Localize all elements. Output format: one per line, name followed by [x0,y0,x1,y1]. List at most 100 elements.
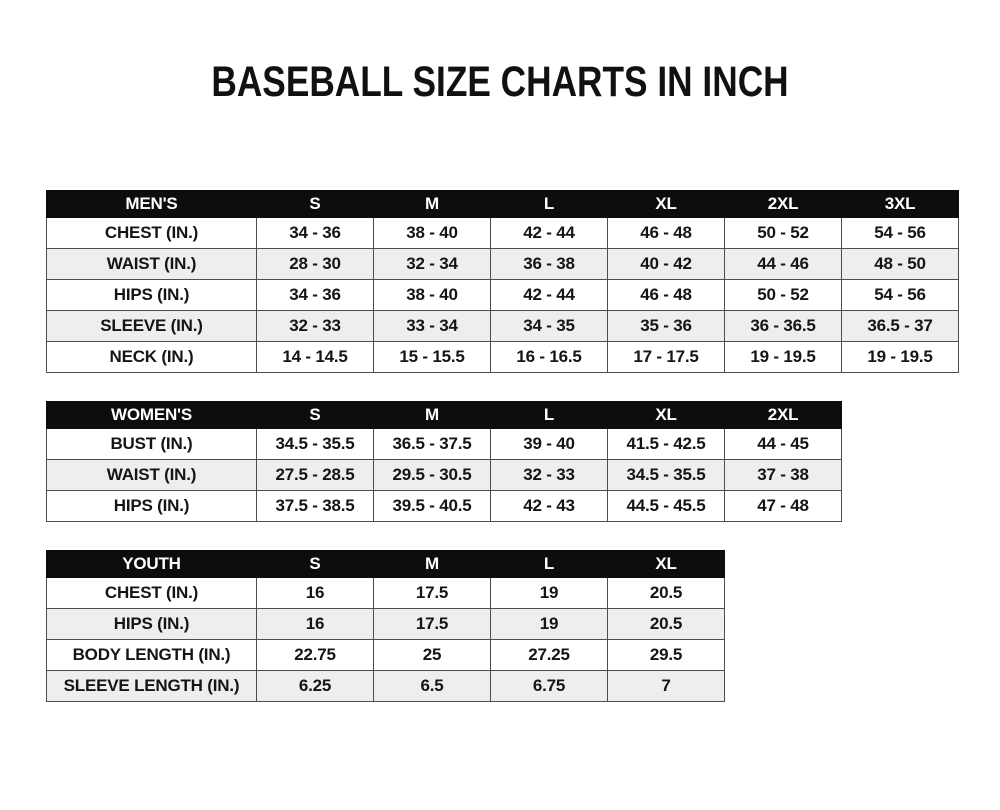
size-value-cell: 25 [373,639,491,671]
size-value-cell: 39 - 40 [490,428,608,460]
size-value-cell: 36 - 38 [490,248,608,280]
size-column-header: XL [607,190,725,218]
table-row: BODY LENGTH (IN.) 22.75 25 27.25 29.5 [46,639,725,671]
womens-size-table: WOMEN'S S M L XL 2XL BUST (IN.) 34.5 - 35.5 36.5… [46,401,842,522]
size-column-header: S [256,401,374,429]
size-value-cell: 37.5 - 38.5 [256,490,374,522]
size-value-cell: 16 [256,577,374,609]
size-value-cell: 47 - 48 [724,490,842,522]
page-title: BASEBALL SIZE CHARTS IN INCH [211,58,789,106]
size-column-header: 3XL [841,190,959,218]
table-row: HIPS (IN.) 34 - 36 38 - 40 42 - 44 46 - 48 50… [46,279,959,311]
size-table-header-row: MEN'S S M L XL 2XL 3XL [46,190,959,218]
measurement-label: HIPS (IN.) [46,279,257,311]
size-column-header: M [373,550,491,578]
size-value-cell: 20.5 [607,608,725,640]
measurement-label: HIPS (IN.) [46,608,257,640]
size-value-cell: 46 - 48 [607,217,725,249]
size-value-cell: 19 - 19.5 [841,341,959,373]
table-category-header: WOMEN'S [46,401,257,429]
size-value-cell: 16 [256,608,374,640]
size-value-cell: 42 - 44 [490,279,608,311]
table-row: HIPS (IN.) 16 17.5 19 20.5 [46,608,725,640]
size-value-cell: 27.5 - 28.5 [256,459,374,491]
size-value-cell: 44.5 - 45.5 [607,490,725,522]
size-value-cell: 34 - 35 [490,310,608,342]
size-value-cell: 32 - 33 [490,459,608,491]
size-value-cell: 29.5 [607,639,725,671]
size-value-cell: 39.5 - 40.5 [373,490,491,522]
size-value-cell: 14 - 14.5 [256,341,374,373]
size-column-header: 2XL [724,401,842,429]
measurement-label: SLEEVE LENGTH (IN.) [46,670,257,702]
measurement-label: WAIST (IN.) [46,459,257,491]
table-category-header: YOUTH [46,550,257,578]
mens-size-table: MEN'S S M L XL 2XL 3XL CHEST (IN.) 34 - 36 38 - 4… [46,190,959,373]
size-value-cell: 16 - 16.5 [490,341,608,373]
measurement-label: BODY LENGTH (IN.) [46,639,257,671]
size-column-header: L [490,401,608,429]
size-value-cell: 36.5 - 37 [841,310,959,342]
table-row: WAIST (IN.) 27.5 - 28.5 29.5 - 30.5 32 - 33… [46,459,842,491]
size-value-cell: 36.5 - 37.5 [373,428,491,460]
table-row: CHEST (IN.) 16 17.5 19 20.5 [46,577,725,609]
size-value-cell: 46 - 48 [607,279,725,311]
table-row: HIPS (IN.) 37.5 - 38.5 39.5 - 40.5 42 - 43 4… [46,490,842,522]
size-value-cell: 34 - 36 [256,279,374,311]
size-value-cell: 6.75 [490,670,608,702]
size-table-header-row: YOUTH S M L XL [46,550,725,578]
size-value-cell: 27.25 [490,639,608,671]
size-value-cell: 50 - 52 [724,279,842,311]
size-value-cell: 35 - 36 [607,310,725,342]
measurement-label: BUST (IN.) [46,428,257,460]
size-value-cell: 6.5 [373,670,491,702]
size-value-cell: 6.25 [256,670,374,702]
size-value-cell: 34 - 36 [256,217,374,249]
size-value-cell: 48 - 50 [841,248,959,280]
size-charts-container: MEN'S S M L XL 2XL 3XL CHEST (IN.) 34 - 36 38 - 4… [46,190,1000,702]
measurement-label: NECK (IN.) [46,341,257,373]
size-value-cell: 41.5 - 42.5 [607,428,725,460]
size-value-cell: 17.5 [373,608,491,640]
size-value-cell: 42 - 44 [490,217,608,249]
size-value-cell: 29.5 - 30.5 [373,459,491,491]
size-column-header: XL [607,550,725,578]
size-column-header: M [373,190,491,218]
measurement-label: WAIST (IN.) [46,248,257,280]
table-row: SLEEVE LENGTH (IN.) 6.25 6.5 6.75 7 [46,670,725,702]
size-column-header: S [256,550,374,578]
measurement-label: SLEEVE (IN.) [46,310,257,342]
size-value-cell: 54 - 56 [841,217,959,249]
size-value-cell: 34.5 - 35.5 [256,428,374,460]
size-value-cell: 20.5 [607,577,725,609]
size-value-cell: 32 - 33 [256,310,374,342]
size-column-header: 2XL [724,190,842,218]
size-value-cell: 22.75 [256,639,374,671]
size-value-cell: 28 - 30 [256,248,374,280]
size-value-cell: 40 - 42 [607,248,725,280]
table-row: SLEEVE (IN.) 32 - 33 33 - 34 34 - 35 35 - 36… [46,310,959,342]
size-column-header: XL [607,401,725,429]
measurement-label: CHEST (IN.) [46,577,257,609]
size-value-cell: 44 - 46 [724,248,842,280]
table-row: NECK (IN.) 14 - 14.5 15 - 15.5 16 - 16.5 17 … [46,341,959,373]
size-column-header: L [490,190,608,218]
size-value-cell: 33 - 34 [373,310,491,342]
size-table-header-row: WOMEN'S S M L XL 2XL [46,401,842,429]
size-value-cell: 54 - 56 [841,279,959,311]
size-value-cell: 15 - 15.5 [373,341,491,373]
size-value-cell: 17 - 17.5 [607,341,725,373]
size-value-cell: 36 - 36.5 [724,310,842,342]
size-value-cell: 42 - 43 [490,490,608,522]
measurement-label: HIPS (IN.) [46,490,257,522]
size-value-cell: 7 [607,670,725,702]
size-value-cell: 17.5 [373,577,491,609]
table-category-header: MEN'S [46,190,257,218]
size-column-header: M [373,401,491,429]
size-value-cell: 44 - 45 [724,428,842,460]
table-row: WAIST (IN.) 28 - 30 32 - 34 36 - 38 40 - 42 4… [46,248,959,280]
size-value-cell: 19 [490,608,608,640]
size-value-cell: 32 - 34 [373,248,491,280]
size-value-cell: 34.5 - 35.5 [607,459,725,491]
size-value-cell: 38 - 40 [373,279,491,311]
